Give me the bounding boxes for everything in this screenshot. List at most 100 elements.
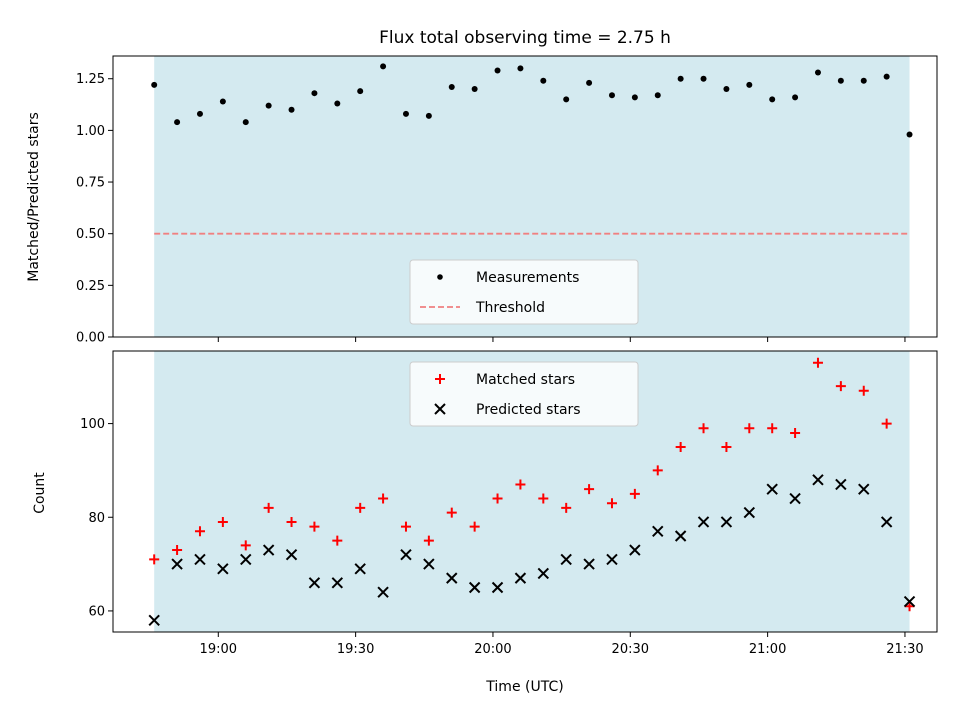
predicted-stars-point	[240, 553, 252, 566]
matched-stars-point	[721, 442, 732, 453]
matched-stars-point	[263, 502, 274, 513]
predicted-stars-point	[377, 586, 389, 598]
predicted-stars-point	[858, 483, 870, 495]
x-axis-label: Time (UTC)	[485, 679, 563, 695]
matched-stars-point	[423, 535, 434, 546]
matched-stars-point	[790, 427, 801, 438]
x-tick-label: 20:30	[612, 642, 649, 657]
y-tick-label: 0.25	[76, 279, 105, 294]
x-tick-label: 21:00	[749, 642, 786, 657]
measurement-point	[814, 69, 821, 76]
y-tick-label: 0.50	[76, 227, 105, 242]
matched-stars-point	[446, 507, 457, 518]
plot-frame	[112, 350, 938, 633]
matched-stars-point	[652, 465, 663, 476]
matched-stars-point	[492, 493, 503, 504]
legend-matched-marker	[435, 374, 445, 384]
predicted-stars-point	[423, 558, 435, 570]
predicted-stars-point	[514, 572, 527, 584]
measurement-point	[517, 65, 524, 72]
measurement-point	[792, 94, 799, 101]
measurement-point	[151, 81, 158, 88]
predicted-stars-point	[331, 577, 344, 589]
measurement-point	[608, 92, 615, 99]
predicted-stars-point	[652, 525, 664, 538]
matched-stars-point	[538, 493, 549, 504]
measurement-point	[196, 110, 203, 117]
matched-stars-point	[767, 423, 778, 434]
measurement-point	[494, 67, 501, 74]
predicted-stars-point	[194, 553, 206, 566]
measurement-point	[700, 75, 707, 82]
predicted-stars-point	[400, 549, 412, 561]
predicted-stars-point	[446, 572, 458, 584]
measurement-point	[425, 112, 432, 119]
measurement-point	[540, 77, 547, 84]
predicted-stars-point	[262, 544, 275, 556]
legend-box	[409, 259, 639, 325]
matched-stars-point	[309, 521, 320, 532]
predicted-stars-point	[629, 544, 641, 556]
predicted-stars-point	[697, 516, 710, 528]
matched-stars-point	[606, 498, 617, 509]
measurement-point	[654, 92, 661, 99]
legend-box	[409, 361, 639, 427]
y-tick-label: 0.00	[76, 331, 105, 346]
matched-stars-point	[584, 484, 595, 495]
matched-stars-point	[812, 357, 823, 368]
measurement-point	[723, 86, 730, 93]
predicted-stars-point	[148, 614, 160, 626]
top-y-axis-label: Matched/Predicted stars	[26, 112, 42, 282]
measurement-point	[769, 96, 776, 103]
predicted-stars-point	[835, 478, 847, 491]
plot-frame	[112, 55, 938, 338]
matched-stars-point	[561, 502, 572, 513]
chart-title: Flux total observing time = 2.75 h	[379, 28, 671, 48]
y-tick-label: 100	[80, 417, 105, 432]
measurement-point	[334, 100, 341, 107]
measurement-point	[402, 110, 409, 117]
matched-stars-point	[858, 385, 869, 396]
y-tick-label: 1.00	[76, 124, 105, 139]
measurement-point	[174, 119, 181, 126]
measurement-point	[471, 86, 478, 93]
flux-ratio-panel: 0.00 0.25 0.50 0.75 1.00 1.25 Measurements Thre…	[76, 55, 938, 346]
predicted-stars-point	[720, 516, 733, 528]
measurement-point	[563, 96, 570, 103]
measurement-point	[837, 77, 844, 84]
bottom-y-axis-label: Count	[32, 472, 48, 514]
y-tick-label: 60	[88, 604, 105, 619]
legend-label: Measurements	[476, 270, 579, 286]
predicted-stars-point	[606, 553, 618, 566]
measurement-point	[631, 94, 638, 101]
matched-stars-point	[332, 535, 343, 546]
predicted-stars-point	[217, 563, 229, 575]
predicted-stars-point	[560, 553, 572, 566]
predicted-stars-point	[766, 483, 778, 495]
predicted-stars-point	[171, 558, 183, 570]
predicted-stars-point	[285, 549, 298, 561]
matched-stars-point	[469, 521, 480, 532]
matched-stars-point	[194, 526, 205, 537]
matched-stars-point	[698, 423, 709, 434]
legend-label: Matched stars	[476, 372, 575, 388]
measurement-point	[448, 83, 455, 90]
matched-stars-point	[378, 493, 389, 504]
matched-stars-point	[629, 488, 640, 499]
measurement-point	[288, 106, 295, 113]
measurement-point	[380, 63, 387, 70]
matched-stars-point	[400, 521, 411, 532]
matched-stars-point	[240, 540, 251, 551]
y-tick-label: 80	[88, 511, 105, 526]
measurement-point	[906, 131, 913, 138]
measurement-point	[242, 119, 249, 126]
predicted-stars-point	[674, 530, 687, 542]
measurement-point	[357, 88, 364, 95]
matched-stars-point	[217, 516, 228, 527]
predicted-stars-point	[354, 563, 366, 575]
legend-label: Threshold	[475, 300, 545, 316]
legend-label: Predicted stars	[476, 402, 581, 418]
matched-stars-point	[172, 545, 183, 556]
matched-stars-point	[881, 418, 892, 429]
